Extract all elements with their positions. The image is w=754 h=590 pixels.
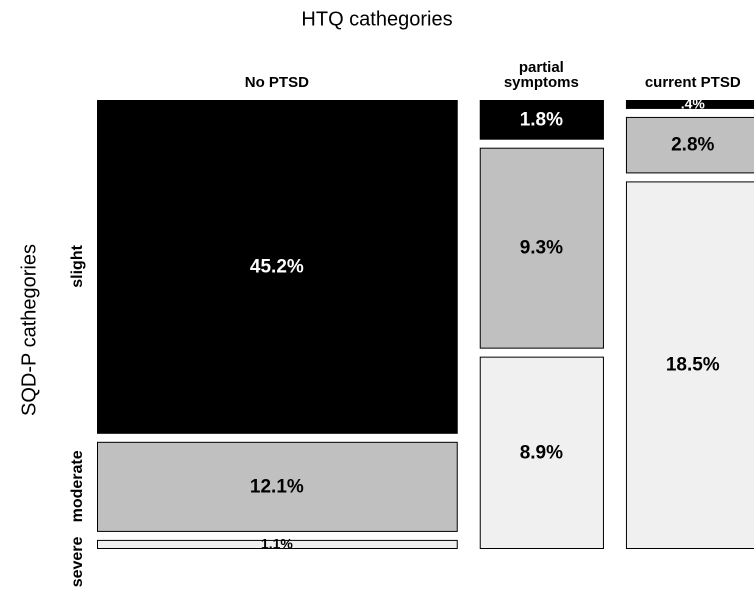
row-label: slight [69, 244, 86, 287]
mosaic-cell [97, 539, 458, 550]
cell-label: 1.1% [261, 536, 293, 552]
cell-label: 18.5% [666, 355, 720, 376]
row-label: severe [69, 536, 86, 587]
row-label: moderate [69, 450, 86, 522]
column-label: partial symptoms [486, 40, 596, 90]
mosaic-cell [625, 181, 754, 550]
column-label-text: partial symptoms [503, 59, 579, 91]
cell-label: 12.1% [250, 476, 304, 497]
cell-label: 45.2% [250, 256, 304, 277]
mosaic-cell [97, 441, 458, 532]
cell-label: 2.8% [671, 135, 714, 156]
mosaic-cell [97, 100, 458, 434]
cell-label: 8.9% [520, 442, 563, 463]
cell-label: 9.3% [520, 238, 563, 259]
mosaic-cell [479, 100, 604, 140]
y-axis-title: SQD-P cathegories [18, 244, 40, 416]
cell-label: .4% [681, 96, 706, 112]
column-label-text: No PTSD [244, 74, 309, 91]
mosaic-cell [479, 147, 604, 349]
column-label: current PTSD [638, 40, 748, 90]
mosaic-cell [625, 100, 754, 109]
chart-title: HTQ cathegories [301, 8, 452, 30]
column-label: No PTSD [222, 40, 332, 90]
mosaic-cell [479, 356, 604, 549]
column-label-text: current PTSD [644, 74, 741, 91]
mosaic-cell [625, 116, 754, 174]
cell-label: 1.8% [520, 109, 563, 130]
